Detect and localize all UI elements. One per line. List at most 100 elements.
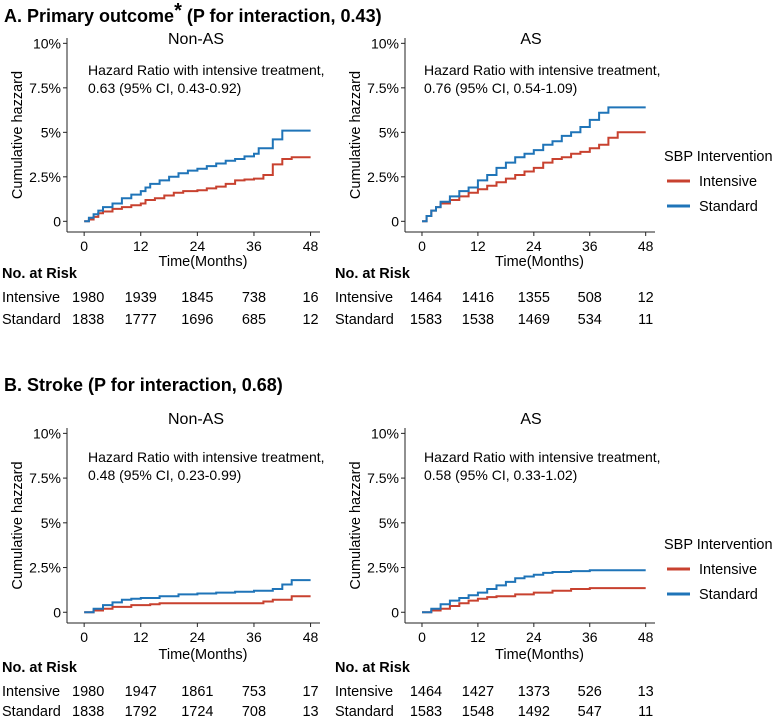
risk-value-standard-4: 11	[638, 704, 653, 717]
risk-value-intensive-4: 16	[302, 290, 318, 306]
risk-row-label-intensive: Intensive	[335, 290, 393, 306]
hazard-ratio-line2: 0.76 (95% CI, 0.54-1.09)	[424, 80, 577, 96]
legend-label-standard: Standard	[699, 587, 758, 603]
risk-value-intensive-2: 1861	[181, 684, 213, 700]
x-tick-label: 48	[638, 629, 654, 645]
x-tick-label: 12	[133, 629, 149, 645]
risk-value-standard-1: 1792	[125, 704, 157, 717]
legend-a: SBP Intervention Intensive Standard	[664, 149, 773, 215]
risk-value-intensive-0: 1464	[410, 684, 442, 700]
risk-value-standard-3: 685	[242, 312, 266, 328]
x-tick-label: 24	[190, 238, 206, 254]
risk-value-standard-1: 1538	[462, 312, 494, 328]
y-tick-label: 5%	[379, 515, 399, 531]
x-tick-label: 36	[246, 238, 262, 254]
hazard-ratio-line1: Hazard Ratio with intensive treatment,	[88, 62, 325, 78]
series-line-intensive	[422, 131, 646, 223]
x-tick-label: 48	[303, 629, 319, 645]
risk-value-intensive-2: 1373	[518, 684, 550, 700]
x-tick-label: 24	[526, 238, 542, 254]
hazard-ratio-line1: Hazard Ratio with intensive treatment,	[424, 62, 661, 78]
legend-title: SBP Intervention	[664, 537, 773, 553]
risk-value-standard-0: 1838	[72, 312, 104, 328]
y-tick-label: 10%	[33, 425, 61, 441]
y-axis-label: Cumulative hazzard	[348, 461, 364, 589]
risk-row-label-standard: Standard	[2, 312, 61, 328]
risk-value-intensive-3: 753	[242, 684, 266, 700]
risk-value-intensive-0: 1980	[72, 290, 104, 306]
x-axis-label: Time(Months)	[159, 647, 248, 663]
risk-value-intensive-0: 1980	[72, 684, 104, 700]
y-tick-label: 0	[53, 213, 61, 229]
risk-value-intensive-4: 13	[638, 684, 654, 700]
x-tick-label: 12	[470, 629, 486, 645]
risk-row-label-standard: Standard	[335, 704, 394, 717]
hazard-ratio-line1: Hazard Ratio with intensive treatment,	[424, 449, 661, 465]
panel-title: Non-AS	[168, 411, 224, 428]
risk-value-intensive-1: 1939	[125, 290, 157, 306]
series-line-standard	[422, 106, 646, 223]
series-line-standard	[84, 129, 311, 223]
x-tick-label: 0	[80, 629, 88, 645]
risk-row-label-intensive: Intensive	[2, 684, 60, 700]
x-tick-label: 0	[418, 629, 426, 645]
y-tick-label: 7.5%	[29, 470, 61, 486]
series-line-standard	[422, 569, 646, 614]
x-axis-label: Time(Months)	[495, 254, 584, 270]
risk-value-standard-0: 1583	[410, 704, 442, 717]
x-tick-label: 48	[303, 238, 319, 254]
x-tick-label: 24	[190, 629, 206, 645]
series-line-intensive	[422, 587, 646, 614]
hazard-ratio-line2: 0.48 (95% CI, 0.23-0.99)	[88, 467, 241, 483]
risk-value-standard-4: 13	[302, 704, 318, 717]
risk-value-intensive-3: 508	[578, 290, 602, 306]
y-tick-label: 0	[53, 604, 61, 620]
y-axis-label: Cumulative hazzard	[348, 71, 364, 199]
y-tick-label: 10%	[371, 35, 399, 51]
y-tick-label: 7.5%	[367, 470, 399, 486]
series-line-intensive	[84, 156, 311, 223]
legend-label-standard: Standard	[699, 199, 758, 215]
section-a-asterisk: *	[174, 0, 182, 22]
risk-value-intensive-3: 526	[578, 684, 602, 700]
risk-table-header: No. at Risk	[335, 660, 411, 676]
risk-value-standard-0: 1838	[72, 704, 104, 717]
y-axis-label: Cumulative hazzard	[10, 461, 26, 589]
risk-row-label-intensive: Intensive	[2, 290, 60, 306]
panel-a-non-as: Non-AS 0 2.5% 5% 7.5% 10% 0 12 24 36 48 Time(Months…	[2, 31, 325, 328]
y-tick-label: 5%	[379, 124, 399, 140]
risk-value-standard-4: 11	[638, 312, 653, 328]
risk-value-standard-0: 1583	[410, 312, 442, 328]
y-axis-label: Cumulative hazzard	[10, 71, 26, 199]
y-tick-label: 7.5%	[367, 80, 399, 96]
risk-value-standard-4: 12	[302, 312, 318, 328]
section-b-title: B. Stroke (P for interaction, 0.68)	[4, 375, 283, 395]
risk-row-label-standard: Standard	[2, 704, 61, 717]
series-line-standard	[84, 579, 311, 614]
risk-row-label-intensive: Intensive	[335, 684, 393, 700]
risk-value-intensive-1: 1416	[462, 290, 494, 306]
y-tick-label: 10%	[371, 425, 399, 441]
y-tick-label: 2.5%	[367, 560, 399, 576]
risk-value-standard-1: 1777	[125, 312, 157, 328]
y-tick-label: 2.5%	[29, 560, 61, 576]
risk-value-intensive-4: 12	[638, 290, 654, 306]
legend-label-intensive: Intensive	[699, 174, 757, 190]
x-tick-label: 36	[582, 238, 598, 254]
risk-value-intensive-0: 1464	[410, 290, 442, 306]
x-tick-label: 24	[526, 629, 542, 645]
risk-value-standard-3: 547	[578, 704, 602, 717]
y-tick-label: 0	[391, 604, 399, 620]
panel-title: Non-AS	[168, 31, 224, 48]
hazard-ratio-line1: Hazard Ratio with intensive treatment,	[88, 449, 325, 465]
panel-title: AS	[520, 31, 541, 48]
x-tick-label: 48	[638, 238, 654, 254]
risk-value-intensive-2: 1355	[518, 290, 550, 306]
x-tick-label: 36	[582, 629, 598, 645]
hazard-ratio-line2: 0.58 (95% CI, 0.33-1.02)	[424, 467, 577, 483]
risk-value-standard-2: 1724	[181, 704, 213, 717]
risk-value-standard-1: 1548	[462, 704, 494, 717]
hazard-ratio-line2: 0.63 (95% CI, 0.43-0.92)	[88, 80, 241, 96]
section-a-title: A. Primary outcome* (P for interaction, …	[4, 0, 382, 26]
risk-table-header: No. at Risk	[2, 660, 78, 676]
